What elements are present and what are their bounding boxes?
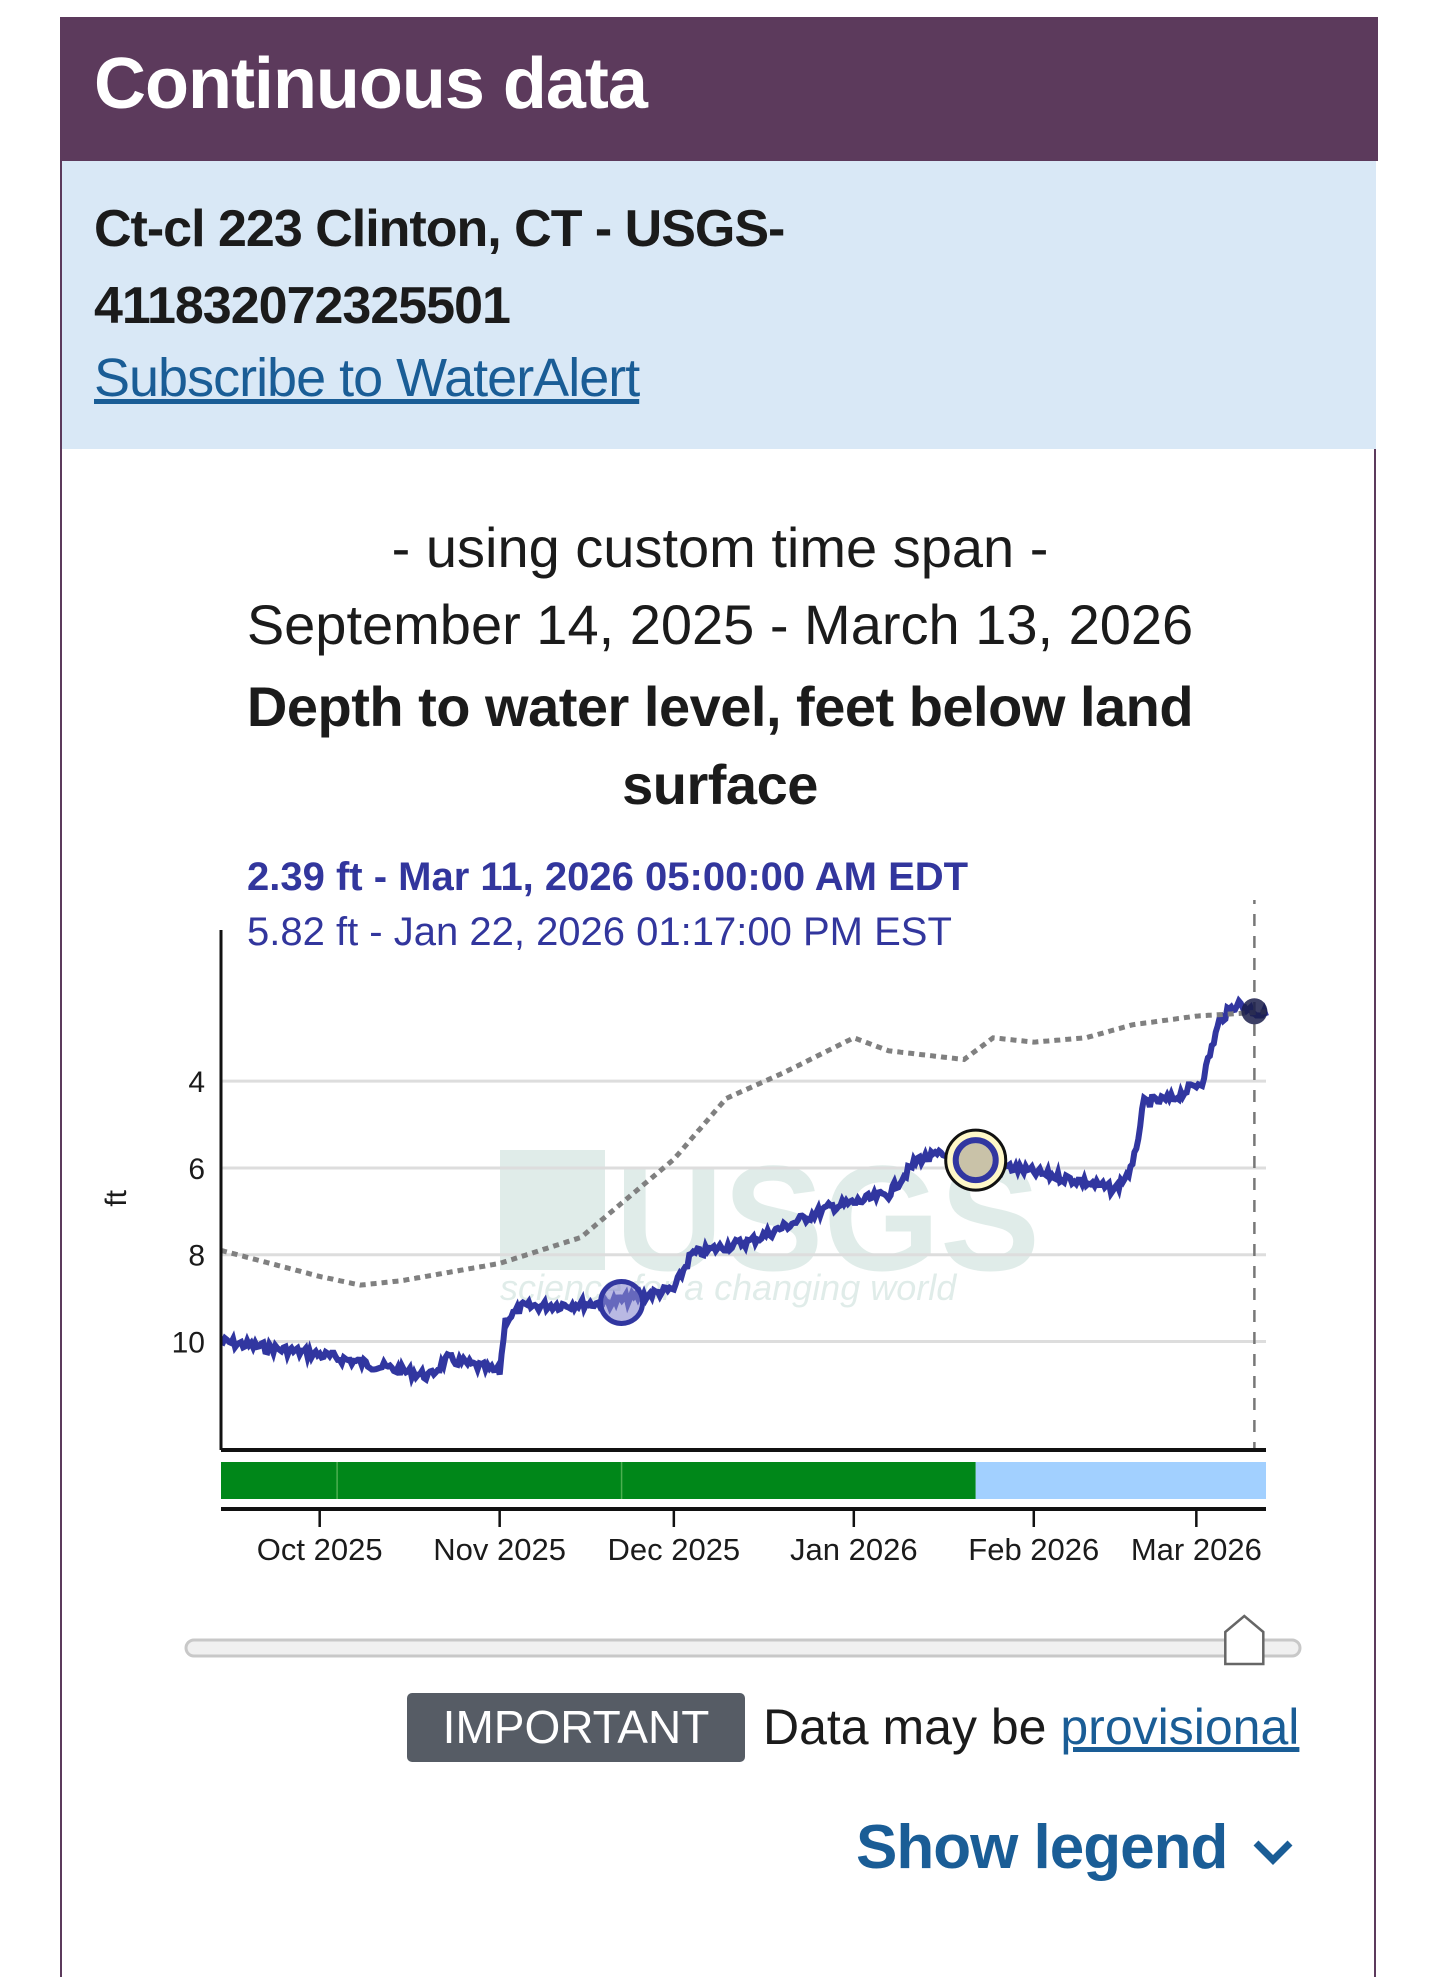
hydrograph-chart[interactable]: USGS science for a changing world 4 6 8 10 f… bbox=[0, 900, 1440, 1600]
show-legend-button[interactable]: Show legend bbox=[856, 1812, 1295, 1883]
approval-bar-approved bbox=[221, 1462, 976, 1499]
subscribe-waterallert-link[interactable]: Subscribe to WaterAlert bbox=[94, 348, 640, 408]
time-span-label: - using custom time span - bbox=[391, 516, 1049, 579]
compare-point bbox=[952, 1137, 999, 1184]
x-tick-label: Mar 2026 bbox=[1131, 1532, 1262, 1567]
slider-handle[interactable] bbox=[1224, 1614, 1265, 1666]
tooltip-primary: 2.39 ft - Mar 11, 2026 05:00:00 AM EDT bbox=[247, 855, 969, 899]
y-tick-label: 6 bbox=[188, 1153, 205, 1186]
y-tick-label: 4 bbox=[188, 1066, 205, 1099]
y-axis-label: ft bbox=[100, 1189, 133, 1206]
x-tick-label: Feb 2026 bbox=[968, 1532, 1099, 1567]
x-tick-label: Oct 2025 bbox=[257, 1532, 383, 1567]
graph-title: Depth to water level, feet below land su… bbox=[246, 675, 1194, 816]
approval-bar-provisional bbox=[975, 1462, 1266, 1499]
x-tick-label: Dec 2025 bbox=[607, 1532, 740, 1567]
series-line-compare bbox=[220, 1009, 1267, 1288]
provisional-link[interactable]: provisional bbox=[1060, 1699, 1300, 1755]
x-tick-label: Nov 2025 bbox=[433, 1532, 566, 1567]
svg-text:science for a changing world: science for a changing world bbox=[500, 1267, 957, 1308]
tooltip-compare: 5.82 ft - Jan 22, 2026 01:17:00 PM EST bbox=[247, 910, 952, 954]
card-title: Continuous data bbox=[94, 44, 648, 124]
usgs-watermark: USGS science for a changing world bbox=[500, 1134, 1040, 1308]
time-slider[interactable] bbox=[180, 1612, 1320, 1672]
x-tick-label: Jan 2026 bbox=[790, 1532, 918, 1567]
show-legend-label: Show legend bbox=[856, 1813, 1228, 1882]
provisional-notice: Data may be provisional bbox=[763, 1698, 1299, 1756]
slider-track[interactable] bbox=[184, 1638, 1302, 1658]
cursor-point bbox=[1241, 998, 1268, 1025]
site-name: Ct-cl 223 Clinton, CT - USGS-41183207232… bbox=[94, 200, 785, 335]
y-tick-label: 10 bbox=[172, 1327, 205, 1360]
chevron-down-icon bbox=[1253, 1840, 1293, 1865]
series-line-current bbox=[219, 995, 1269, 1388]
site-info: Ct-cl 223 Clinton, CT - USGS-41183207232… bbox=[62, 161, 1376, 449]
notice-text: Data may be bbox=[763, 1699, 1061, 1755]
date-range: September 14, 2025 - March 13, 2026 bbox=[246, 593, 1194, 656]
data-point-marker bbox=[598, 1278, 646, 1326]
important-badge: IMPORTANT bbox=[407, 1693, 745, 1762]
y-tick-label: 8 bbox=[188, 1240, 205, 1273]
card-header: Continuous data bbox=[60, 17, 1378, 161]
